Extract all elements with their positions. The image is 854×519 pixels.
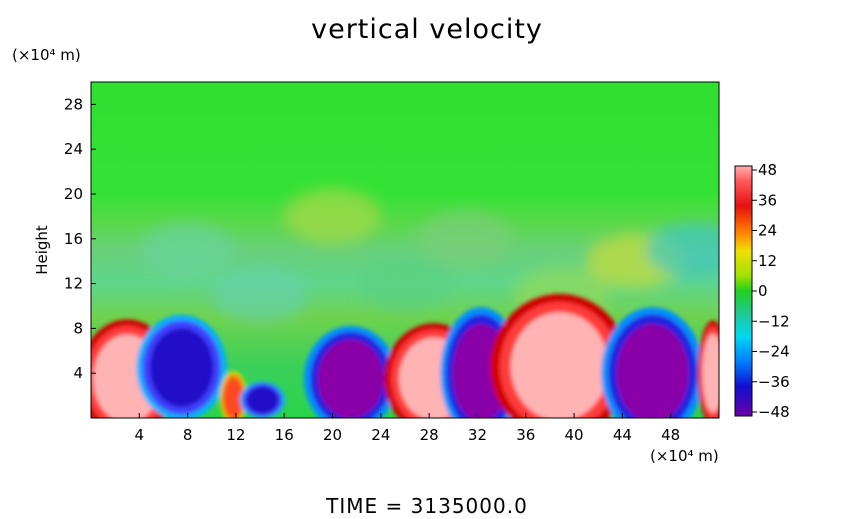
x-tick-label: 12 bbox=[226, 426, 245, 444]
colorbar-tick-label: 36 bbox=[758, 191, 777, 209]
x-tick-label: 44 bbox=[613, 426, 632, 444]
texture-patch bbox=[646, 222, 719, 278]
cell-2-core bbox=[223, 378, 244, 418]
texture-patch bbox=[211, 266, 309, 323]
y-unit-label: (×10⁴ m) bbox=[12, 46, 81, 64]
x-tick-label: 16 bbox=[275, 426, 294, 444]
x-tick-label: 8 bbox=[183, 426, 193, 444]
colorbar-tick-label: −36 bbox=[758, 373, 790, 391]
chart-title: vertical velocity bbox=[311, 14, 543, 45]
cell-1-core bbox=[149, 328, 214, 408]
colorbar-tick-label: 0 bbox=[758, 282, 768, 300]
cell-8-core bbox=[616, 323, 689, 418]
colorbar-ticks: 48 36 24 12 0 −12 −24 −36 −48 bbox=[752, 161, 790, 421]
y-tick-label: 12 bbox=[64, 275, 83, 293]
x-tick-label: 20 bbox=[323, 426, 342, 444]
time-label: TIME = 3135000.0 bbox=[326, 494, 528, 518]
y-axis-label: Height bbox=[33, 225, 51, 275]
x-unit-label: (×10⁴ m) bbox=[650, 447, 719, 465]
cell-9-core bbox=[702, 333, 719, 413]
x-tick-label: 36 bbox=[516, 426, 535, 444]
x-tick-label: 40 bbox=[565, 426, 584, 444]
colorbar-tick-label: −48 bbox=[758, 403, 790, 421]
x-tick-label: 28 bbox=[420, 426, 439, 444]
x-tick-label: 24 bbox=[371, 426, 390, 444]
cell-4-core bbox=[317, 339, 384, 418]
y-axis-ticks: 4 8 12 16 20 24 28 bbox=[64, 95, 96, 382]
colorbar-tick-label: −12 bbox=[758, 312, 790, 330]
texture-patch bbox=[284, 188, 381, 245]
plot-frame bbox=[90, 81, 720, 419]
y-tick-label: 4 bbox=[73, 364, 83, 382]
y-tick-label: 20 bbox=[64, 185, 83, 203]
colorbar bbox=[734, 165, 753, 417]
colorbar-tick-label: 24 bbox=[758, 222, 777, 240]
cell-3-core bbox=[246, 386, 279, 414]
x-tick-label: 32 bbox=[468, 426, 487, 444]
y-tick-label: 28 bbox=[64, 95, 83, 113]
cell-7-core bbox=[510, 312, 609, 418]
y-tick-label: 8 bbox=[73, 319, 83, 337]
x-tick-label: 48 bbox=[661, 426, 680, 444]
colorbar-tick-label: −24 bbox=[758, 343, 790, 361]
colorbar-tick-label: 48 bbox=[758, 161, 777, 179]
colorbar-tick-label: 12 bbox=[758, 252, 777, 270]
texture-patch bbox=[139, 222, 236, 278]
y-tick-label: 16 bbox=[64, 230, 83, 248]
y-tick-label: 24 bbox=[64, 140, 83, 158]
x-axis-ticks: 4 8 12 16 20 24 28 32 36 40 44 48 bbox=[135, 413, 680, 444]
plot-area bbox=[91, 82, 719, 418]
x-tick-label: 4 bbox=[135, 426, 145, 444]
texture-patch bbox=[417, 210, 514, 267]
texture-patch bbox=[356, 255, 454, 312]
